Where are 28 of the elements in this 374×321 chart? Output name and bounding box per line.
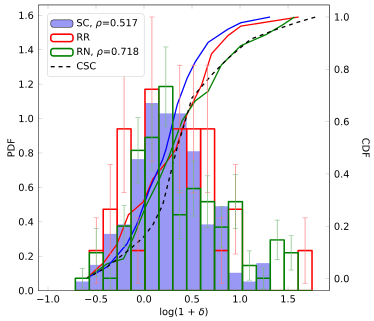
x-tick-label: 1.5	[281, 295, 295, 302]
y2-axis-title: CDF	[362, 138, 370, 157]
y2-tick-label: 0.2	[334, 222, 348, 230]
x-tick-label: 1.0	[233, 295, 248, 302]
legend-label: SC, ρ=0.517	[77, 18, 138, 28]
x-axis-title: log(1 + δ)	[160, 307, 208, 317]
x-tick-label: −0.5	[85, 295, 107, 302]
y-tick-label: 1.6	[19, 11, 34, 19]
x-tick-label: −1.0	[37, 295, 60, 302]
legend-label: CSC	[76, 62, 96, 70]
y-tick-label: 1.2	[19, 80, 33, 88]
legend-label: RR	[77, 33, 90, 40]
y2-tick-label: 0.8	[334, 65, 349, 73]
y-tick-label: 0.8	[18, 149, 34, 156]
x-tick-label: 0.5	[184, 295, 199, 302]
y2-tick-label: 0.6	[334, 118, 349, 126]
y-axis-title: PDF	[7, 138, 15, 156]
legend-label: RN, ρ=0.718	[77, 47, 138, 57]
y2-tick-label: 0.4	[334, 170, 349, 178]
y-tick-label: 0.4	[18, 218, 34, 226]
y-tick-label: 1.4	[19, 46, 34, 54]
y2-tick-label: 1.0	[334, 13, 349, 20]
x-tick-label: 0.0	[136, 295, 152, 302]
y-tick-label: 1.0	[19, 114, 34, 122]
y-tick-label: 0.2	[18, 252, 33, 260]
y-tick-label: 0.0	[18, 286, 34, 294]
y2-tick-label: 0.0	[334, 274, 349, 282]
y-tick-label: 0.6	[18, 183, 34, 191]
